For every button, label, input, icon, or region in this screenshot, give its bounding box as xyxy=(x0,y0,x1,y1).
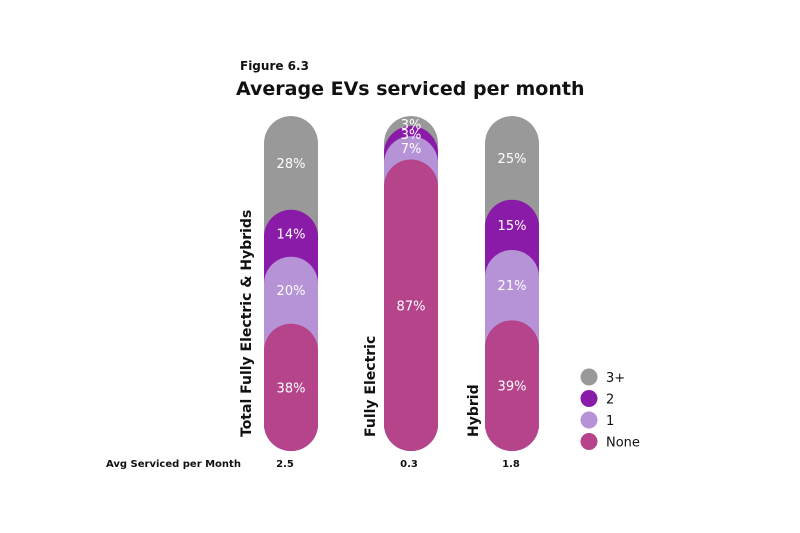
data-label-0-2: 14% xyxy=(277,227,306,242)
footer-row: Avg Serviced per Month 2.5 0.3 1.8 xyxy=(106,459,520,470)
data-label-0-0: 38% xyxy=(277,381,306,396)
bar-0 xyxy=(264,116,318,451)
data-label-1-0: 87% xyxy=(397,299,426,314)
legend-swatch-2 xyxy=(580,411,598,429)
legend-swatch-1 xyxy=(580,390,598,407)
footer-value-0: 2.5 xyxy=(276,459,294,470)
legend-swatch-0 xyxy=(580,368,598,386)
data-label-2-0: 39% xyxy=(498,380,527,395)
bar-segment-1-none xyxy=(384,159,438,451)
data-label-0-1: 20% xyxy=(277,284,306,299)
footer-value-1: 0.3 xyxy=(400,459,418,470)
data-label-1-1: 7% xyxy=(401,142,422,157)
data-label-0-3: 28% xyxy=(277,157,306,172)
bar-segment-2-none xyxy=(485,320,539,451)
legend-label-3: None xyxy=(606,436,640,451)
chart-title: Average EVs serviced per month xyxy=(236,78,585,100)
data-label-2-3: 25% xyxy=(498,152,527,167)
legend-label-1: 2 xyxy=(606,393,614,408)
category-labels: Total Fully Electric & Hybrids Fully Elec… xyxy=(239,210,482,437)
bar-segment-0-none xyxy=(264,323,318,451)
bar-2 xyxy=(485,116,539,451)
bars-group: 38%20%14%28%87%7%3%3%39%21%15%25% xyxy=(264,116,539,451)
footer-value-2: 1.8 xyxy=(502,459,520,470)
category-label-1: Fully Electric xyxy=(363,336,379,437)
data-label-1-2: 3% xyxy=(401,128,422,143)
legend: 3+ 2 1 None xyxy=(580,368,640,451)
data-label-2-2: 15% xyxy=(498,219,527,234)
legend-swatch-3 xyxy=(580,433,598,450)
category-label-0: Total Fully Electric & Hybrids xyxy=(239,210,255,437)
bar-1 xyxy=(384,116,438,451)
data-label-1-3: 3% xyxy=(401,118,422,133)
figure-label: Figure 6.3 xyxy=(240,59,309,73)
data-label-2-1: 21% xyxy=(498,279,527,294)
legend-label-0: 3+ xyxy=(606,371,625,386)
footer-label: Avg Serviced per Month xyxy=(106,459,241,470)
legend-label-2: 1 xyxy=(606,414,614,429)
category-label-2: Hybrid xyxy=(466,384,482,437)
